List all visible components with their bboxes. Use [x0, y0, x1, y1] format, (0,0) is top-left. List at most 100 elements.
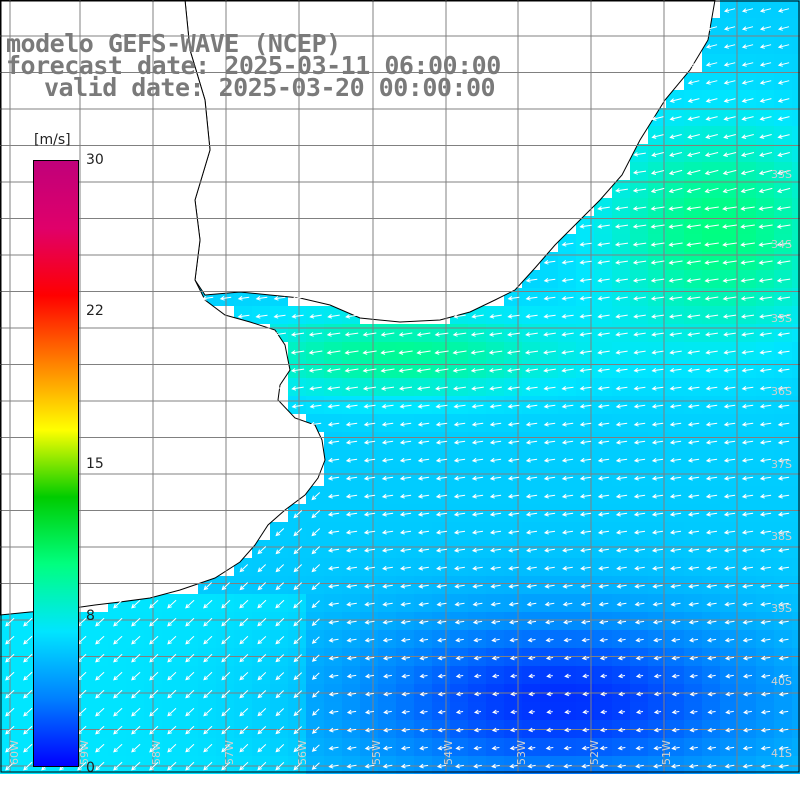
wind-arrow	[705, 476, 718, 481]
wind-arrow	[580, 583, 591, 589]
field-cell	[486, 522, 504, 540]
wind-arrow	[650, 170, 665, 175]
wind-arrow	[743, 709, 752, 715]
wind-arrow	[345, 404, 358, 409]
wind-arrow	[5, 761, 15, 771]
wind-arrow	[707, 691, 716, 697]
wind-arrow	[23, 707, 33, 717]
field-cell	[774, 36, 792, 54]
wind-arrow	[346, 601, 357, 607]
wind-arrow	[633, 458, 646, 463]
field-cell	[324, 630, 342, 648]
wind-arrow	[669, 475, 682, 481]
wind-arrow	[777, 26, 790, 31]
wind-arrow	[221, 582, 231, 591]
field-cell	[378, 576, 396, 594]
wind-arrow	[328, 709, 339, 715]
wind-arrow	[633, 368, 646, 373]
field-cell	[702, 504, 720, 522]
field-cell	[360, 414, 378, 432]
wind-arrow	[95, 617, 105, 627]
field-cell	[252, 612, 270, 630]
wind-arrow	[760, 655, 771, 661]
field-cell	[396, 522, 414, 540]
wind-arrow	[579, 368, 592, 373]
wind-arrow	[489, 422, 502, 427]
wind-arrow	[435, 404, 448, 409]
wind-arrow	[5, 671, 15, 681]
field-cell	[360, 666, 378, 684]
field-cell	[630, 288, 648, 306]
wind-arrow	[740, 278, 755, 283]
field-cell	[792, 450, 800, 468]
field-cell	[720, 252, 738, 270]
field-cell	[738, 108, 756, 126]
wind-arrow	[257, 761, 267, 771]
field-cell	[270, 738, 288, 756]
field-cell	[288, 630, 306, 648]
field-cell	[720, 540, 738, 558]
field-cell	[612, 180, 630, 198]
field-cell	[756, 198, 774, 216]
wind-arrow	[363, 475, 376, 481]
field-cell	[666, 126, 684, 144]
field-cell	[342, 522, 360, 540]
wind-arrow	[185, 761, 195, 771]
wind-arrow	[470, 368, 485, 373]
wind-arrow	[507, 493, 520, 499]
field-cell	[468, 432, 486, 450]
wind-arrow	[778, 601, 789, 607]
wind-arrow	[399, 493, 412, 499]
wind-arrow	[399, 404, 412, 409]
wind-arrow	[345, 493, 358, 499]
wind-arrow	[723, 511, 736, 517]
field-cell	[558, 288, 576, 306]
wind-arrow	[185, 671, 195, 681]
wind-arrow	[362, 332, 377, 337]
field-cell	[774, 0, 792, 18]
field-cell	[666, 594, 684, 612]
field-cell	[720, 288, 738, 306]
wind-arrow	[561, 404, 574, 409]
wind-arrow	[778, 727, 789, 733]
wind-arrow	[95, 707, 105, 717]
wind-arrow	[651, 529, 664, 535]
field-cell	[18, 702, 36, 720]
wind-arrow	[400, 565, 411, 571]
wind-arrow	[5, 725, 15, 735]
field-cell	[342, 540, 360, 558]
wind-arrow	[740, 260, 755, 265]
field-cell	[126, 666, 144, 684]
wind-arrow	[740, 242, 755, 247]
field-cell	[558, 342, 576, 360]
field-cell	[702, 342, 720, 360]
field-cell	[774, 234, 792, 252]
field-cell	[702, 450, 720, 468]
field-cell	[360, 702, 378, 720]
field-cell	[198, 702, 216, 720]
field-cell	[792, 378, 800, 396]
wind-arrow	[167, 635, 177, 645]
field-cell	[396, 378, 414, 396]
field-cell	[522, 378, 540, 396]
field-cell	[774, 630, 792, 648]
wind-arrow	[705, 529, 718, 535]
field-cell	[756, 540, 774, 558]
field-cell	[612, 216, 630, 234]
wind-arrow	[401, 709, 410, 715]
wind-arrow	[705, 511, 718, 517]
field-cell	[108, 630, 126, 648]
wind-arrow	[257, 546, 267, 555]
wind-arrow	[687, 547, 700, 553]
wind-arrow	[741, 368, 754, 373]
wind-arrow	[525, 457, 538, 463]
wind-arrow	[777, 529, 790, 535]
field-cell	[612, 504, 630, 522]
wind-arrow	[704, 260, 719, 265]
wind-arrow	[398, 386, 413, 391]
wind-arrow	[113, 761, 123, 771]
wind-arrow	[740, 224, 755, 229]
field-cell	[486, 432, 504, 450]
wind-arrow	[328, 673, 339, 679]
wind-arrow	[704, 224, 719, 229]
